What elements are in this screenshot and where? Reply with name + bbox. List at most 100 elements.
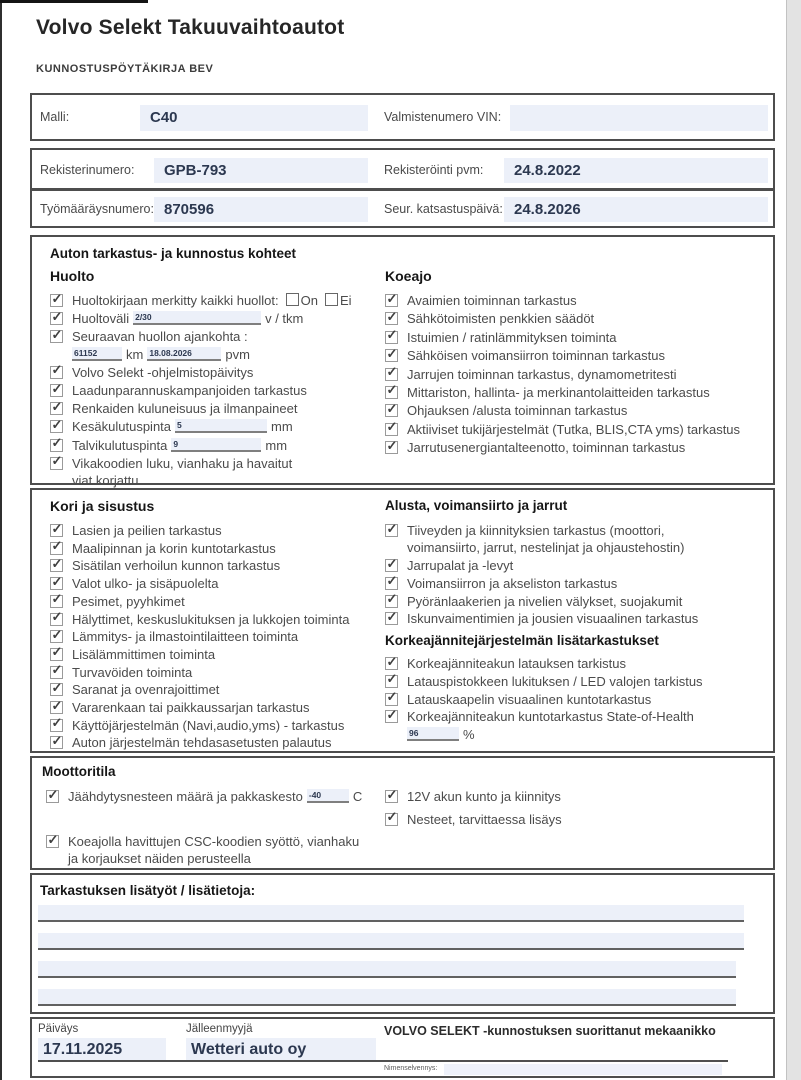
checkbox-checked[interactable] bbox=[50, 521, 63, 537]
checkbox-checked[interactable] bbox=[385, 707, 398, 724]
checkbox-checked[interactable] bbox=[50, 362, 63, 379]
notes-line-3[interactable] bbox=[38, 961, 736, 978]
next-service-date-field[interactable]: 18.08.2026 bbox=[147, 346, 222, 361]
checkbox-checked[interactable] bbox=[385, 609, 398, 626]
checkbox-checked[interactable] bbox=[385, 309, 398, 326]
checkbox-checked[interactable] bbox=[50, 556, 63, 573]
info-box-workorder: Työmääräysnumero: 870596 Seur. katsastus… bbox=[30, 189, 775, 228]
workorder-field[interactable]: 870596 bbox=[154, 197, 368, 222]
checkbox-checked[interactable] bbox=[385, 591, 398, 608]
pvm-label: pvm bbox=[225, 346, 250, 362]
checkbox-checked[interactable] bbox=[50, 309, 63, 326]
checkbox-checked[interactable] bbox=[385, 346, 398, 363]
checkbox-checked[interactable] bbox=[50, 399, 63, 416]
checkbox-checked[interactable] bbox=[50, 644, 63, 661]
item-label: Korkeajänniteakun kuntotarkastus State-o… bbox=[407, 709, 694, 725]
checklist-item: Latauskaapelin visuaalinen kuntotarkastu… bbox=[385, 689, 773, 708]
item-label: Jarrutusenergiantalteenotto, toiminnan t… bbox=[407, 440, 686, 456]
checkbox-checked[interactable] bbox=[385, 671, 398, 688]
item-label: Latauskaapelin visuaalinen kuntotarkastu… bbox=[407, 691, 652, 707]
checkbox-checked[interactable] bbox=[50, 417, 63, 434]
dealer-field[interactable]: Wetteri auto oy bbox=[186, 1038, 376, 1061]
coolant-field[interactable]: -40 bbox=[306, 789, 349, 803]
checklist-item: Pesimet, pyyhkimet bbox=[50, 591, 384, 610]
winter-tread-field[interactable]: 9 bbox=[171, 437, 262, 452]
page-side-strip bbox=[786, 0, 801, 1080]
checkbox-checked[interactable] bbox=[385, 809, 398, 826]
checklist-item: Lisälämmittimen toiminta bbox=[50, 644, 384, 663]
checkbox-checked[interactable] bbox=[385, 521, 398, 537]
item-label-line2: voimansiirto, jarrut, nestelinjat ja ohj… bbox=[407, 540, 685, 556]
checkbox-checked[interactable] bbox=[385, 327, 398, 344]
checkbox-checked[interactable] bbox=[50, 609, 63, 626]
nextinspection-field[interactable]: 24.8.2026 bbox=[504, 197, 768, 222]
checkbox-checked[interactable] bbox=[50, 627, 63, 644]
checkbox-checked[interactable] bbox=[385, 291, 398, 307]
km-label: km bbox=[126, 346, 144, 362]
checkbox-checked[interactable] bbox=[50, 538, 63, 555]
checkbox-checked[interactable] bbox=[50, 662, 63, 679]
name-clarification-field[interactable] bbox=[444, 1064, 722, 1075]
checkbox-checked[interactable] bbox=[50, 381, 63, 398]
checklist-item: Ohjauksen /alusta toiminnan tarkastus bbox=[385, 401, 773, 419]
date-value: 17.11.2025 bbox=[43, 1041, 123, 1058]
item-label: Jäähdytysnesteen määrä ja pakkaskesto bbox=[68, 789, 303, 804]
checkbox-checked[interactable] bbox=[385, 438, 398, 455]
checkbox-checked[interactable] bbox=[385, 654, 398, 670]
name-clarification-label: Nimenselvennys: bbox=[384, 1065, 438, 1072]
summer-tread-field[interactable]: 5 bbox=[175, 419, 268, 434]
checkbox-on-empty[interactable] bbox=[285, 293, 299, 306]
notes-line-1[interactable] bbox=[38, 905, 744, 922]
next-service-km-field[interactable]: 61152 bbox=[72, 346, 122, 361]
checkbox-checked[interactable] bbox=[46, 787, 59, 803]
regnumber-field[interactable]: GPB-793 bbox=[154, 158, 368, 183]
item-label: Hälyttimet, keskuslukituksen ja lukkojen… bbox=[72, 611, 350, 627]
checkbox-checked[interactable] bbox=[50, 435, 63, 452]
checkbox-checked[interactable] bbox=[50, 453, 63, 470]
item-label: Pesimet, pyyhkimet bbox=[72, 593, 185, 609]
checkbox-checked[interactable] bbox=[50, 327, 63, 344]
notes-line-2[interactable] bbox=[38, 933, 744, 950]
checkbox-checked[interactable] bbox=[385, 419, 398, 436]
date-field[interactable]: 17.11.2025 bbox=[38, 1038, 166, 1061]
checkbox-checked[interactable] bbox=[46, 832, 59, 848]
checkbox-checked[interactable] bbox=[385, 401, 398, 418]
page-title: Volvo Selekt Takuuvaihtoautot bbox=[36, 16, 345, 39]
checkbox-ei-empty[interactable] bbox=[324, 293, 338, 306]
item-label: Talvikulutuspinta bbox=[72, 437, 168, 453]
checkbox-checked[interactable] bbox=[385, 787, 398, 803]
checklist-item: Avaimien toiminnan tarkastus bbox=[385, 291, 773, 309]
item-label: Maalipinnan ja korin kuntotarkastus bbox=[72, 540, 276, 556]
regdate-field[interactable]: 24.8.2022 bbox=[504, 158, 768, 183]
coolant-value: -40 bbox=[308, 790, 322, 800]
checkbox-checked[interactable] bbox=[385, 364, 398, 381]
checkbox-checked[interactable] bbox=[50, 733, 63, 750]
checklist-item: Vararenkaan tai paikkaussarjan tarkastus bbox=[50, 698, 384, 716]
alusta-list: Tiiveyden ja kiinnityksien tarkastus (mo… bbox=[385, 521, 773, 628]
model-field[interactable]: C40 bbox=[140, 105, 368, 131]
checkbox-checked[interactable] bbox=[385, 556, 398, 572]
checklist-item: 12V akun kunto ja kiinnitys bbox=[385, 787, 765, 805]
checklist-item: Koeajolla havittujen CSC-koodien syöttö,… bbox=[46, 832, 406, 867]
vin-field[interactable] bbox=[510, 105, 768, 131]
checkbox-checked[interactable] bbox=[50, 698, 63, 715]
huoltovali-field[interactable]: 2/30 bbox=[133, 311, 262, 326]
checklist-item: Käyttöjärjestelmän (Navi,audio,yms) - ta… bbox=[50, 715, 384, 734]
checklist-item: Sähköisen voimansiirron toiminnan tarkas… bbox=[385, 346, 773, 364]
item-label: Renkaiden kuluneisuus ja ilmanpaineet bbox=[72, 401, 298, 417]
item-label: Sähkötoimisten penkkien säädöt bbox=[407, 311, 595, 327]
item-label-line1: Tiiveyden ja kiinnityksien tarkastus (mo… bbox=[407, 523, 665, 538]
checklist-item: Lasien ja peilien tarkastus bbox=[50, 521, 384, 539]
checkbox-checked[interactable] bbox=[50, 680, 63, 697]
checkbox-checked[interactable] bbox=[50, 715, 63, 732]
checkbox-checked[interactable] bbox=[50, 574, 63, 591]
checkbox-checked[interactable] bbox=[385, 382, 398, 399]
soh-field[interactable]: 96 bbox=[407, 726, 459, 741]
checklist-item: Volvo Selekt -ohjelmistopäivitys bbox=[50, 362, 384, 381]
checkbox-checked[interactable] bbox=[50, 291, 63, 307]
notes-line-4[interactable] bbox=[38, 989, 736, 1006]
checkbox-checked[interactable] bbox=[385, 689, 398, 706]
checkbox-checked[interactable] bbox=[50, 591, 63, 608]
csc-row-wrap: Koeajolla havittujen CSC-koodien syöttö,… bbox=[46, 832, 406, 867]
checkbox-checked[interactable] bbox=[385, 573, 398, 590]
